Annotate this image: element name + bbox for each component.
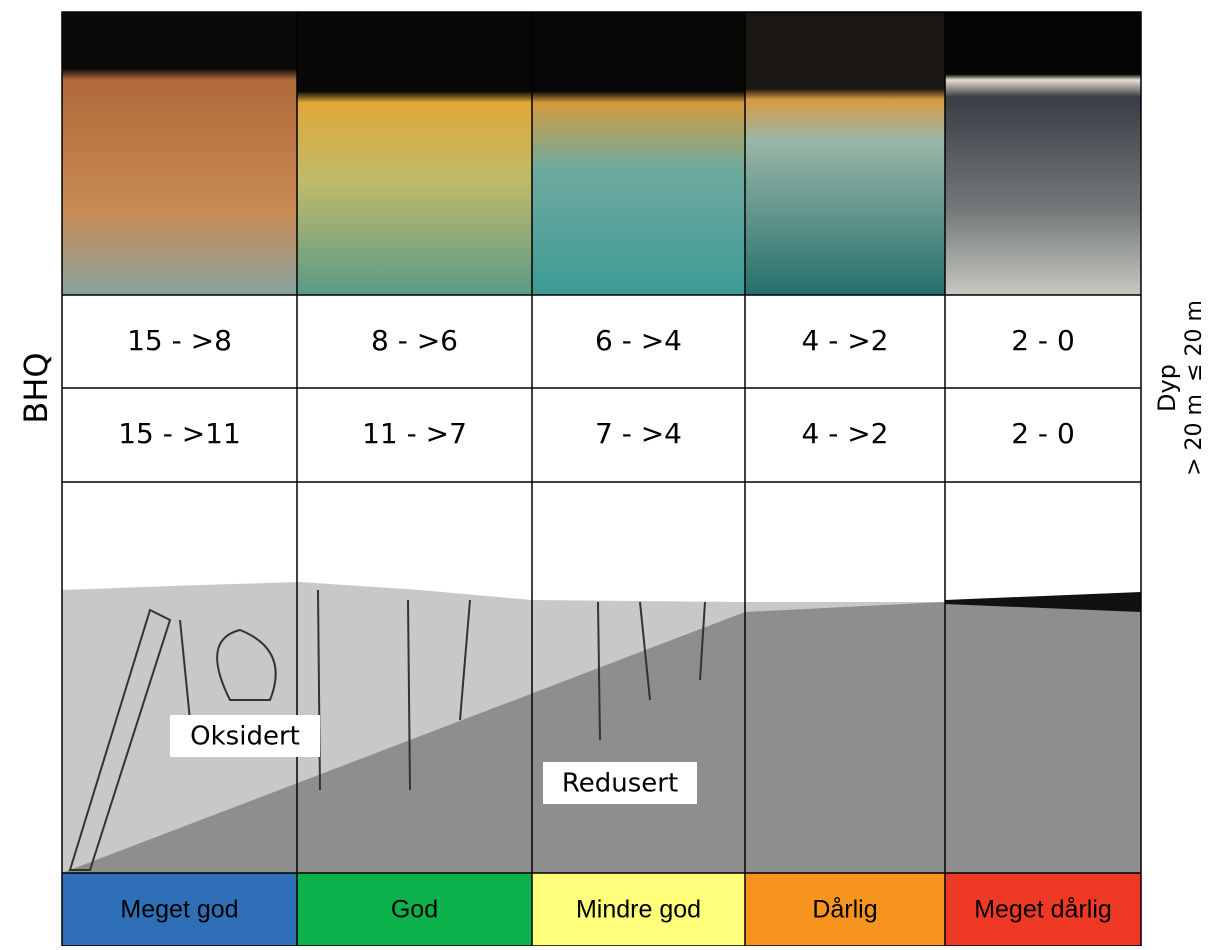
range-shallow: 8 - >6	[371, 324, 458, 357]
label-box	[543, 762, 697, 804]
depth-row: > 20 m	[1182, 394, 1207, 476]
status-label: Mindre god	[576, 896, 701, 924]
surface-layer	[945, 592, 1141, 612]
range-deep: 7 - >4	[595, 417, 682, 450]
range-shallow: 4 - >2	[802, 324, 889, 357]
range-shallow: 15 - >8	[127, 324, 232, 357]
zone-label: Oksidert	[190, 722, 300, 752]
photo	[297, 12, 532, 295]
status-label: Meget dårlig	[974, 896, 1112, 924]
status-cell	[297, 873, 532, 946]
depth-title: Dyp	[1153, 364, 1181, 412]
status-cell	[532, 873, 745, 946]
zone-label: Redusert	[562, 769, 678, 799]
range-deep: 11 - >7	[362, 417, 467, 450]
photo	[62, 12, 297, 295]
status-label: Dårlig	[812, 896, 877, 924]
range-deep: 2 - 0	[1011, 417, 1075, 450]
status-cell	[945, 873, 1141, 946]
status-cell	[62, 873, 297, 946]
illustration	[62, 582, 1141, 873]
row-label: BHQ	[17, 352, 55, 423]
depth-row: ≤ 20 m	[1182, 300, 1207, 382]
status-cell	[745, 873, 945, 946]
range-deep: 15 - >11	[118, 417, 241, 450]
range-shallow: 2 - 0	[1011, 324, 1075, 357]
photos	[62, 12, 1141, 295]
photo	[945, 12, 1141, 295]
reduced-layer	[62, 602, 1141, 873]
range-shallow: 6 - >4	[595, 324, 682, 357]
photo	[532, 12, 745, 295]
range-deep: 4 - >2	[802, 417, 889, 450]
status-label: Meget god	[120, 896, 238, 924]
burrows	[68, 589, 706, 871]
status-label: God	[391, 896, 438, 924]
photo	[745, 12, 945, 295]
label-box	[170, 715, 320, 757]
